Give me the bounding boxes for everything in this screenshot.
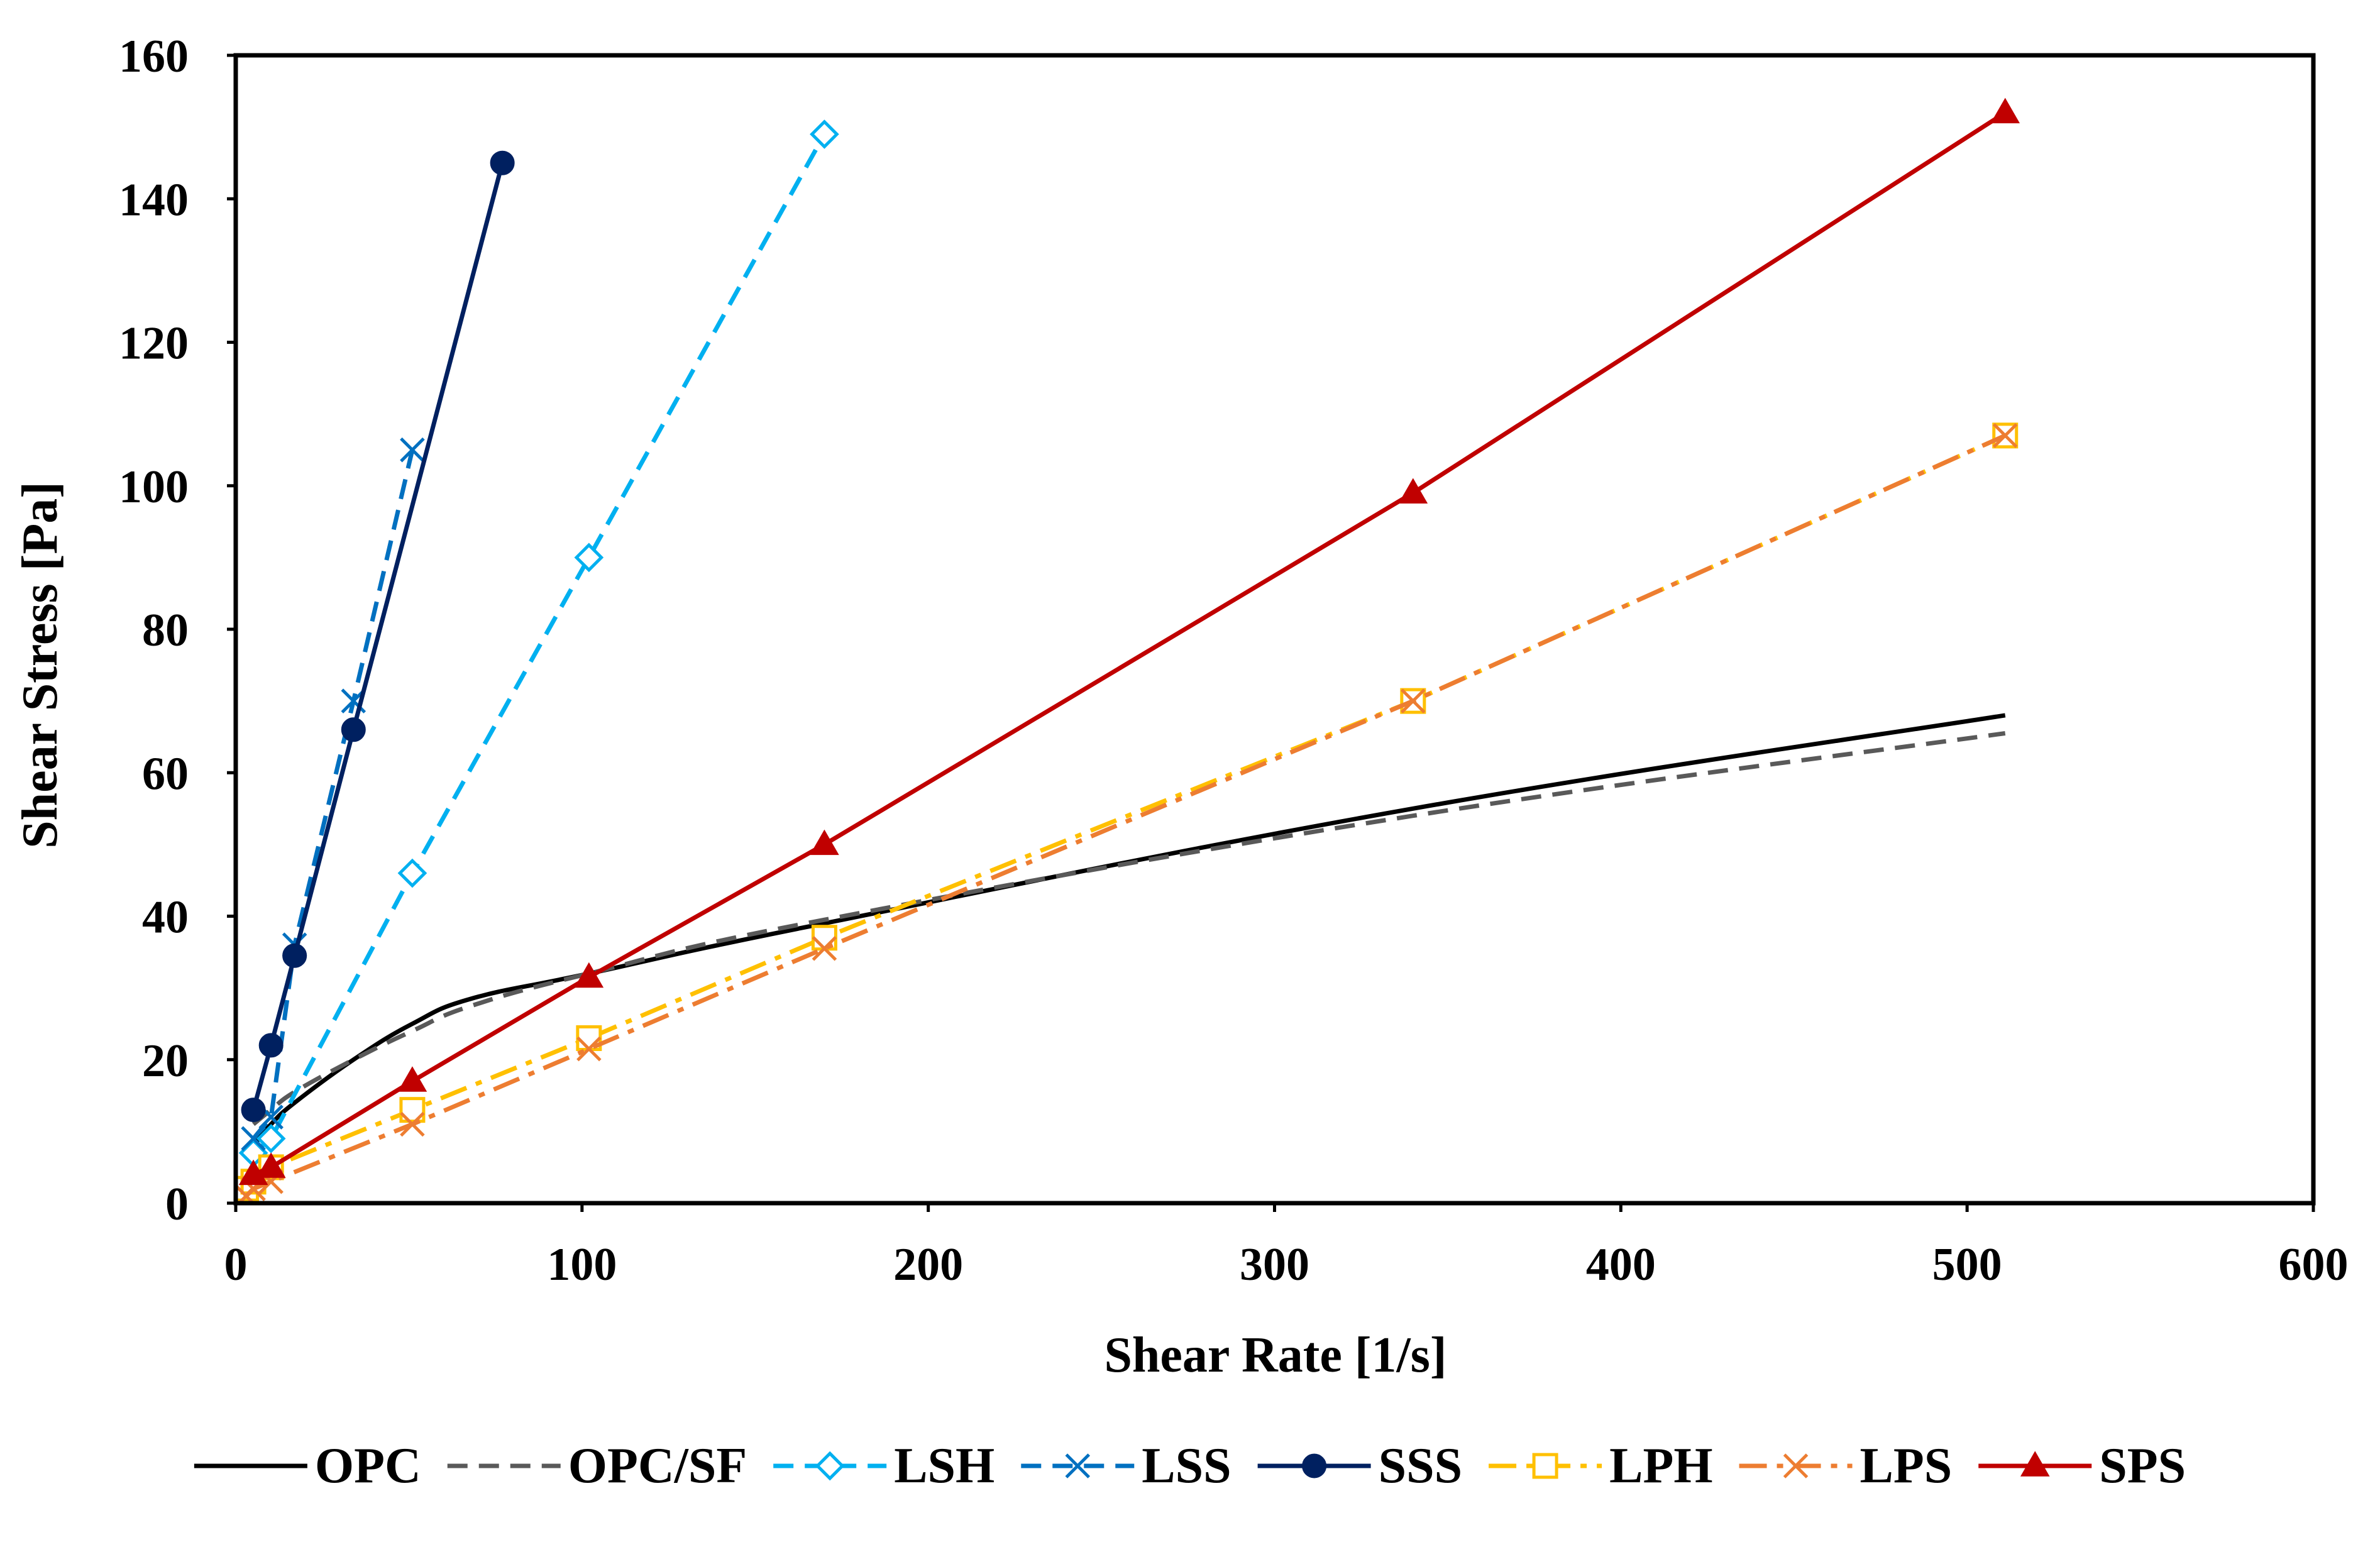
series-opc-sf	[251, 731, 2006, 1126]
y-axis-title: Shear Stress [Pa]	[13, 482, 68, 849]
data-point-lss	[241, 1126, 266, 1152]
legend-item-lsh: LSH	[773, 1438, 994, 1494]
legend-label-lps: LPS	[1860, 1438, 1953, 1494]
y-tick-label: 20	[142, 1035, 189, 1087]
series-sss	[241, 150, 515, 1123]
data-point-sps	[810, 829, 839, 856]
y-tick-label: 140	[119, 174, 189, 226]
data-point-sps	[1398, 478, 1428, 504]
x-tick-label: 400	[1586, 1239, 1656, 1291]
data-point-lsh	[810, 119, 839, 149]
legend-label-lss: LSS	[1142, 1438, 1231, 1494]
plot-area	[236, 97, 2020, 1203]
legend-label-lph: LPH	[1609, 1438, 1712, 1494]
data-point-lsh	[256, 1123, 286, 1153]
x-tick-label: 0	[224, 1239, 248, 1291]
x-axis-title: Shear Rate [1/s]	[1104, 1328, 1446, 1383]
data-point-lps	[1992, 423, 2018, 448]
data-point-sss	[282, 943, 307, 968]
data-point-lps	[812, 936, 837, 961]
y-tick-label: 160	[119, 31, 189, 82]
data-point-lps	[400, 1111, 425, 1137]
series-sps	[238, 97, 2020, 1186]
data-point-sss	[258, 1033, 284, 1058]
data-point-sps	[1990, 97, 2020, 124]
x-tick-label: 200	[893, 1239, 963, 1291]
data-point-lsh	[397, 858, 427, 888]
legend-item-opc: OPC	[194, 1438, 421, 1494]
legend: OPC OPC/SF LSH LSS SSS LPH LPS SPS	[194, 1438, 2186, 1494]
series-lsh	[238, 119, 839, 1168]
legend-label-sss: SSS	[1379, 1438, 1462, 1494]
series-lps	[236, 423, 2018, 1203]
legend-item-sss: SSS	[1257, 1438, 1462, 1494]
data-point-sps	[574, 962, 604, 988]
y-tick-label: 0	[165, 1179, 189, 1230]
legend-label-lsh: LSH	[894, 1438, 994, 1494]
y-tick-label: 60	[142, 748, 189, 800]
data-point-sss	[341, 717, 366, 742]
legend-marker-sss	[1302, 1453, 1327, 1478]
legend-marker-lsh	[815, 1451, 845, 1481]
legend-label-opc-sf: OPC/SF	[568, 1438, 747, 1494]
x-tick-label: 300	[1240, 1239, 1309, 1291]
data-point-sss	[241, 1098, 266, 1123]
axes: 0 100 200 300 400 500 600 0 20 40 60 80 100 120 140 160	[119, 31, 2349, 1291]
data-point-lps	[1401, 688, 1426, 713]
y-tick-label: 120	[119, 318, 189, 370]
data-point-sps	[397, 1066, 427, 1092]
legend-item-sps: SPS	[1978, 1438, 2186, 1494]
y-tick-label: 80	[142, 605, 189, 656]
data-point-sps	[256, 1152, 286, 1178]
legend-marker-lss	[1065, 1453, 1091, 1478]
x-tick-label: 500	[1932, 1239, 2002, 1291]
legend-item-opc-sf: OPC/SF	[447, 1438, 747, 1494]
series-line-opc-sf	[251, 731, 2006, 1126]
x-tick-label: 100	[547, 1239, 617, 1291]
y-tick-label: 100	[119, 461, 189, 513]
data-point-lsh	[574, 542, 604, 573]
legend-item-lss: LSS	[1021, 1438, 1231, 1494]
legend-label-opc: OPC	[315, 1438, 421, 1494]
y-tick-label: 40	[142, 892, 189, 944]
legend-item-lph: LPH	[1489, 1438, 1713, 1494]
x-tick-label: 600	[2279, 1239, 2349, 1291]
legend-item-lps: LPS	[1739, 1438, 1953, 1494]
data-point-lss	[400, 437, 425, 463]
legend-label-sps: SPS	[2099, 1438, 2186, 1494]
legend-marker-sps	[2020, 1451, 2050, 1477]
legend-marker-lph	[1532, 1453, 1558, 1479]
data-point-lps	[576, 1036, 602, 1062]
data-point-sss	[490, 150, 515, 175]
legend-marker-lps	[1783, 1453, 1809, 1478]
